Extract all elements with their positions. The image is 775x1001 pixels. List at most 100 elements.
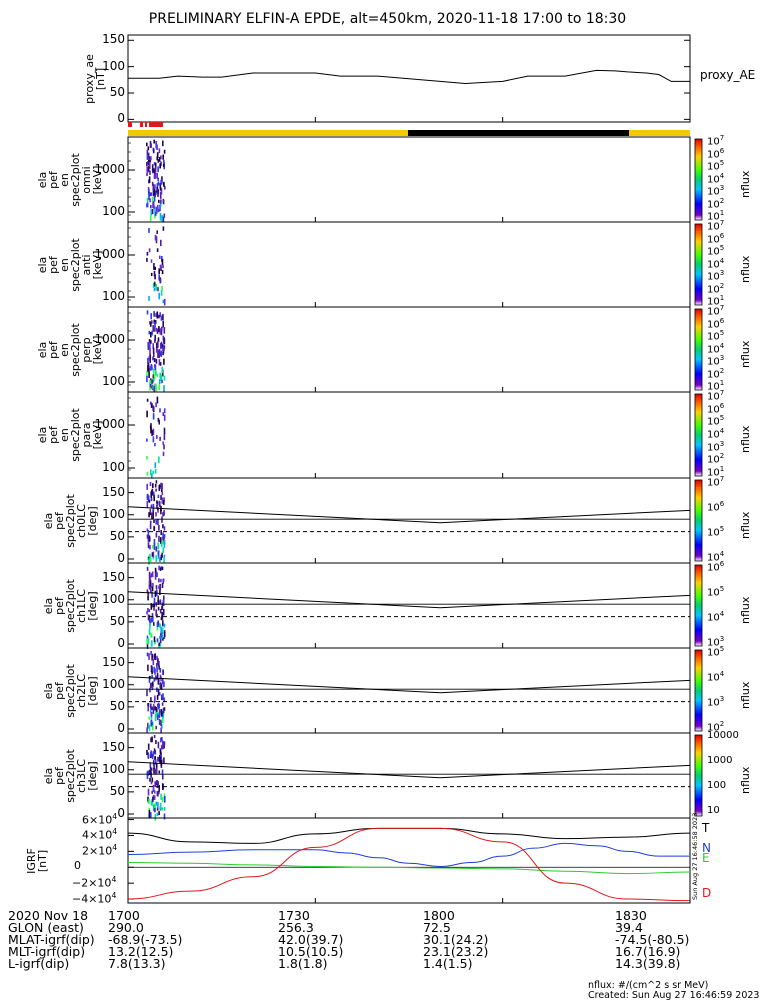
ch0LC-pixel <box>158 535 160 542</box>
created-note: Created: Sun Aug 27 16:46:59 2023 <box>588 990 760 1001</box>
spec-perp-pixel <box>163 358 165 365</box>
ch0LC-ytick-label: 50 <box>109 528 125 543</box>
ch1LC-pixel <box>160 616 163 621</box>
ch0LC-pixel <box>150 491 152 498</box>
spec-perp-pixel <box>152 347 155 354</box>
ch0LC-pixel <box>152 508 154 515</box>
spec-omni-pixel <box>146 172 148 176</box>
spec-perp-colorbar-label: nflux <box>739 340 752 368</box>
spec-para-ytick-label: 1000 <box>94 417 125 431</box>
spec-omni-pixel <box>146 197 149 203</box>
ch1LC-pixel <box>149 579 152 584</box>
ch3LC-pixel <box>157 756 159 762</box>
ch2LC-pixel <box>163 681 165 688</box>
ch0LC-pixel <box>149 523 152 530</box>
ch0LC-pixel <box>147 529 150 536</box>
ch1LC-pixel <box>154 571 157 577</box>
ch2LC-losscone-line <box>127 676 691 694</box>
ch0LC-pixel <box>162 532 164 538</box>
ch0LC-pixel <box>156 501 159 507</box>
ch2LC-pixel <box>146 652 149 657</box>
proxy-ae-ylabel-line-1: [nT] <box>94 67 107 90</box>
spec-omni-pixel <box>146 162 148 167</box>
ch2LC-pixel <box>159 668 162 673</box>
ch0LC-pixel <box>157 550 160 557</box>
spec-anti-pixel <box>163 298 166 306</box>
spec-perp-pixel <box>163 327 166 334</box>
spec-perp-colorbar-tick: 105 <box>707 329 725 343</box>
spec-perp-pixel <box>154 322 156 327</box>
ch2LC-pixel <box>154 695 156 702</box>
ch2LC-pixel <box>151 682 154 690</box>
spec-para-pixel <box>146 471 149 476</box>
ch0LC-pixel <box>161 488 163 492</box>
spec-para-pixel <box>152 428 155 436</box>
science-zone-bar-2 <box>145 122 147 127</box>
ch3LC-pixel <box>162 740 164 747</box>
ch3LC-pixel <box>153 767 155 774</box>
ch2LC-colorbar-label: nflux <box>739 681 752 709</box>
ch3LC-pixel <box>154 803 156 810</box>
units-note: nflux: #/(cm^2 s sr MeV) <box>588 980 709 991</box>
spec-omni-colorbar-tick: 107 <box>707 134 725 148</box>
ch1LC-pixel <box>159 583 161 591</box>
ch0LC-pixel <box>157 508 159 513</box>
spec-perp-pixel <box>158 350 160 357</box>
spec-omni-pixel <box>147 165 150 172</box>
spec-omni-pixel <box>158 157 161 162</box>
spec-omni-pixel <box>157 209 160 213</box>
ch0LC-pixel <box>154 483 157 488</box>
ch3LC-pixel <box>151 777 154 783</box>
ch2LC-pixel <box>157 714 159 721</box>
ch3LC-frame <box>127 732 691 819</box>
ch3LC-pixel <box>154 756 156 760</box>
ch1LC-pixel <box>159 635 161 639</box>
spec-para-colorbar <box>694 393 703 477</box>
ch3LC-pixel <box>153 790 156 794</box>
spec-perp-pixel <box>155 383 157 390</box>
ch2LC-pixel <box>157 659 159 665</box>
ch2LC-pixel <box>161 718 164 723</box>
spec-omni-pixel <box>150 156 152 161</box>
spec-perp-pixel <box>152 343 154 349</box>
spec-perp-pixel <box>163 338 166 345</box>
ch0LC-pixel <box>159 556 161 563</box>
spec-omni-pixel <box>163 213 166 218</box>
spec-omni-pixel <box>159 213 162 220</box>
spec-omni-pixel <box>153 139 155 144</box>
spec-perp-pixel <box>160 330 163 336</box>
ch0LC-pixel <box>161 491 164 496</box>
ch3LC-pixel <box>146 771 149 777</box>
ch3LC-pixel <box>148 810 151 816</box>
spec-anti-pixel <box>160 290 163 296</box>
ch0LC-pixel <box>163 557 165 564</box>
ch0LC-pixel <box>152 483 154 488</box>
ch3LC-ylabel-line-1: pef <box>52 766 66 785</box>
ch0LC-pixel <box>146 493 149 498</box>
ch0LC-losscone-line <box>127 506 691 524</box>
ch3LC-pixel <box>163 807 166 811</box>
ch0LC-colorbar-label: nflux <box>739 511 752 539</box>
ch0LC-pixel <box>147 495 150 502</box>
igrf-ytick-label: 4×104 <box>82 827 118 843</box>
spec-perp-colorbar-tick: 104 <box>707 341 725 355</box>
ch1LC-pixel <box>146 611 148 615</box>
ch0LC-pixel <box>151 512 153 520</box>
ch2LC-pixel <box>155 725 157 730</box>
footer-row0-col4: 1830 <box>615 908 647 923</box>
ch3LC-colorbar <box>694 734 703 817</box>
ch0LC-pixel <box>163 539 166 545</box>
ch2LC-pixel <box>160 694 163 699</box>
ch3LC-pixel <box>149 762 152 768</box>
spec-anti-pixel <box>159 264 162 270</box>
spec-omni-colorbar <box>694 138 703 221</box>
ch1LC-ytick-label: 0 <box>117 636 125 650</box>
ch3LC-pixel <box>160 753 162 760</box>
footer-row2-col0: MLAT-igrf(dip) <box>8 932 95 947</box>
ch1LC-pixel <box>160 578 162 583</box>
footer-row4-col0: L-igrf(dip) <box>8 956 70 971</box>
ch1LC-pixel <box>163 623 166 628</box>
footer-row0-col3: 1800 <box>423 908 455 923</box>
ch0LC-pixel <box>157 518 159 526</box>
spec-perp-pixel <box>158 326 160 333</box>
